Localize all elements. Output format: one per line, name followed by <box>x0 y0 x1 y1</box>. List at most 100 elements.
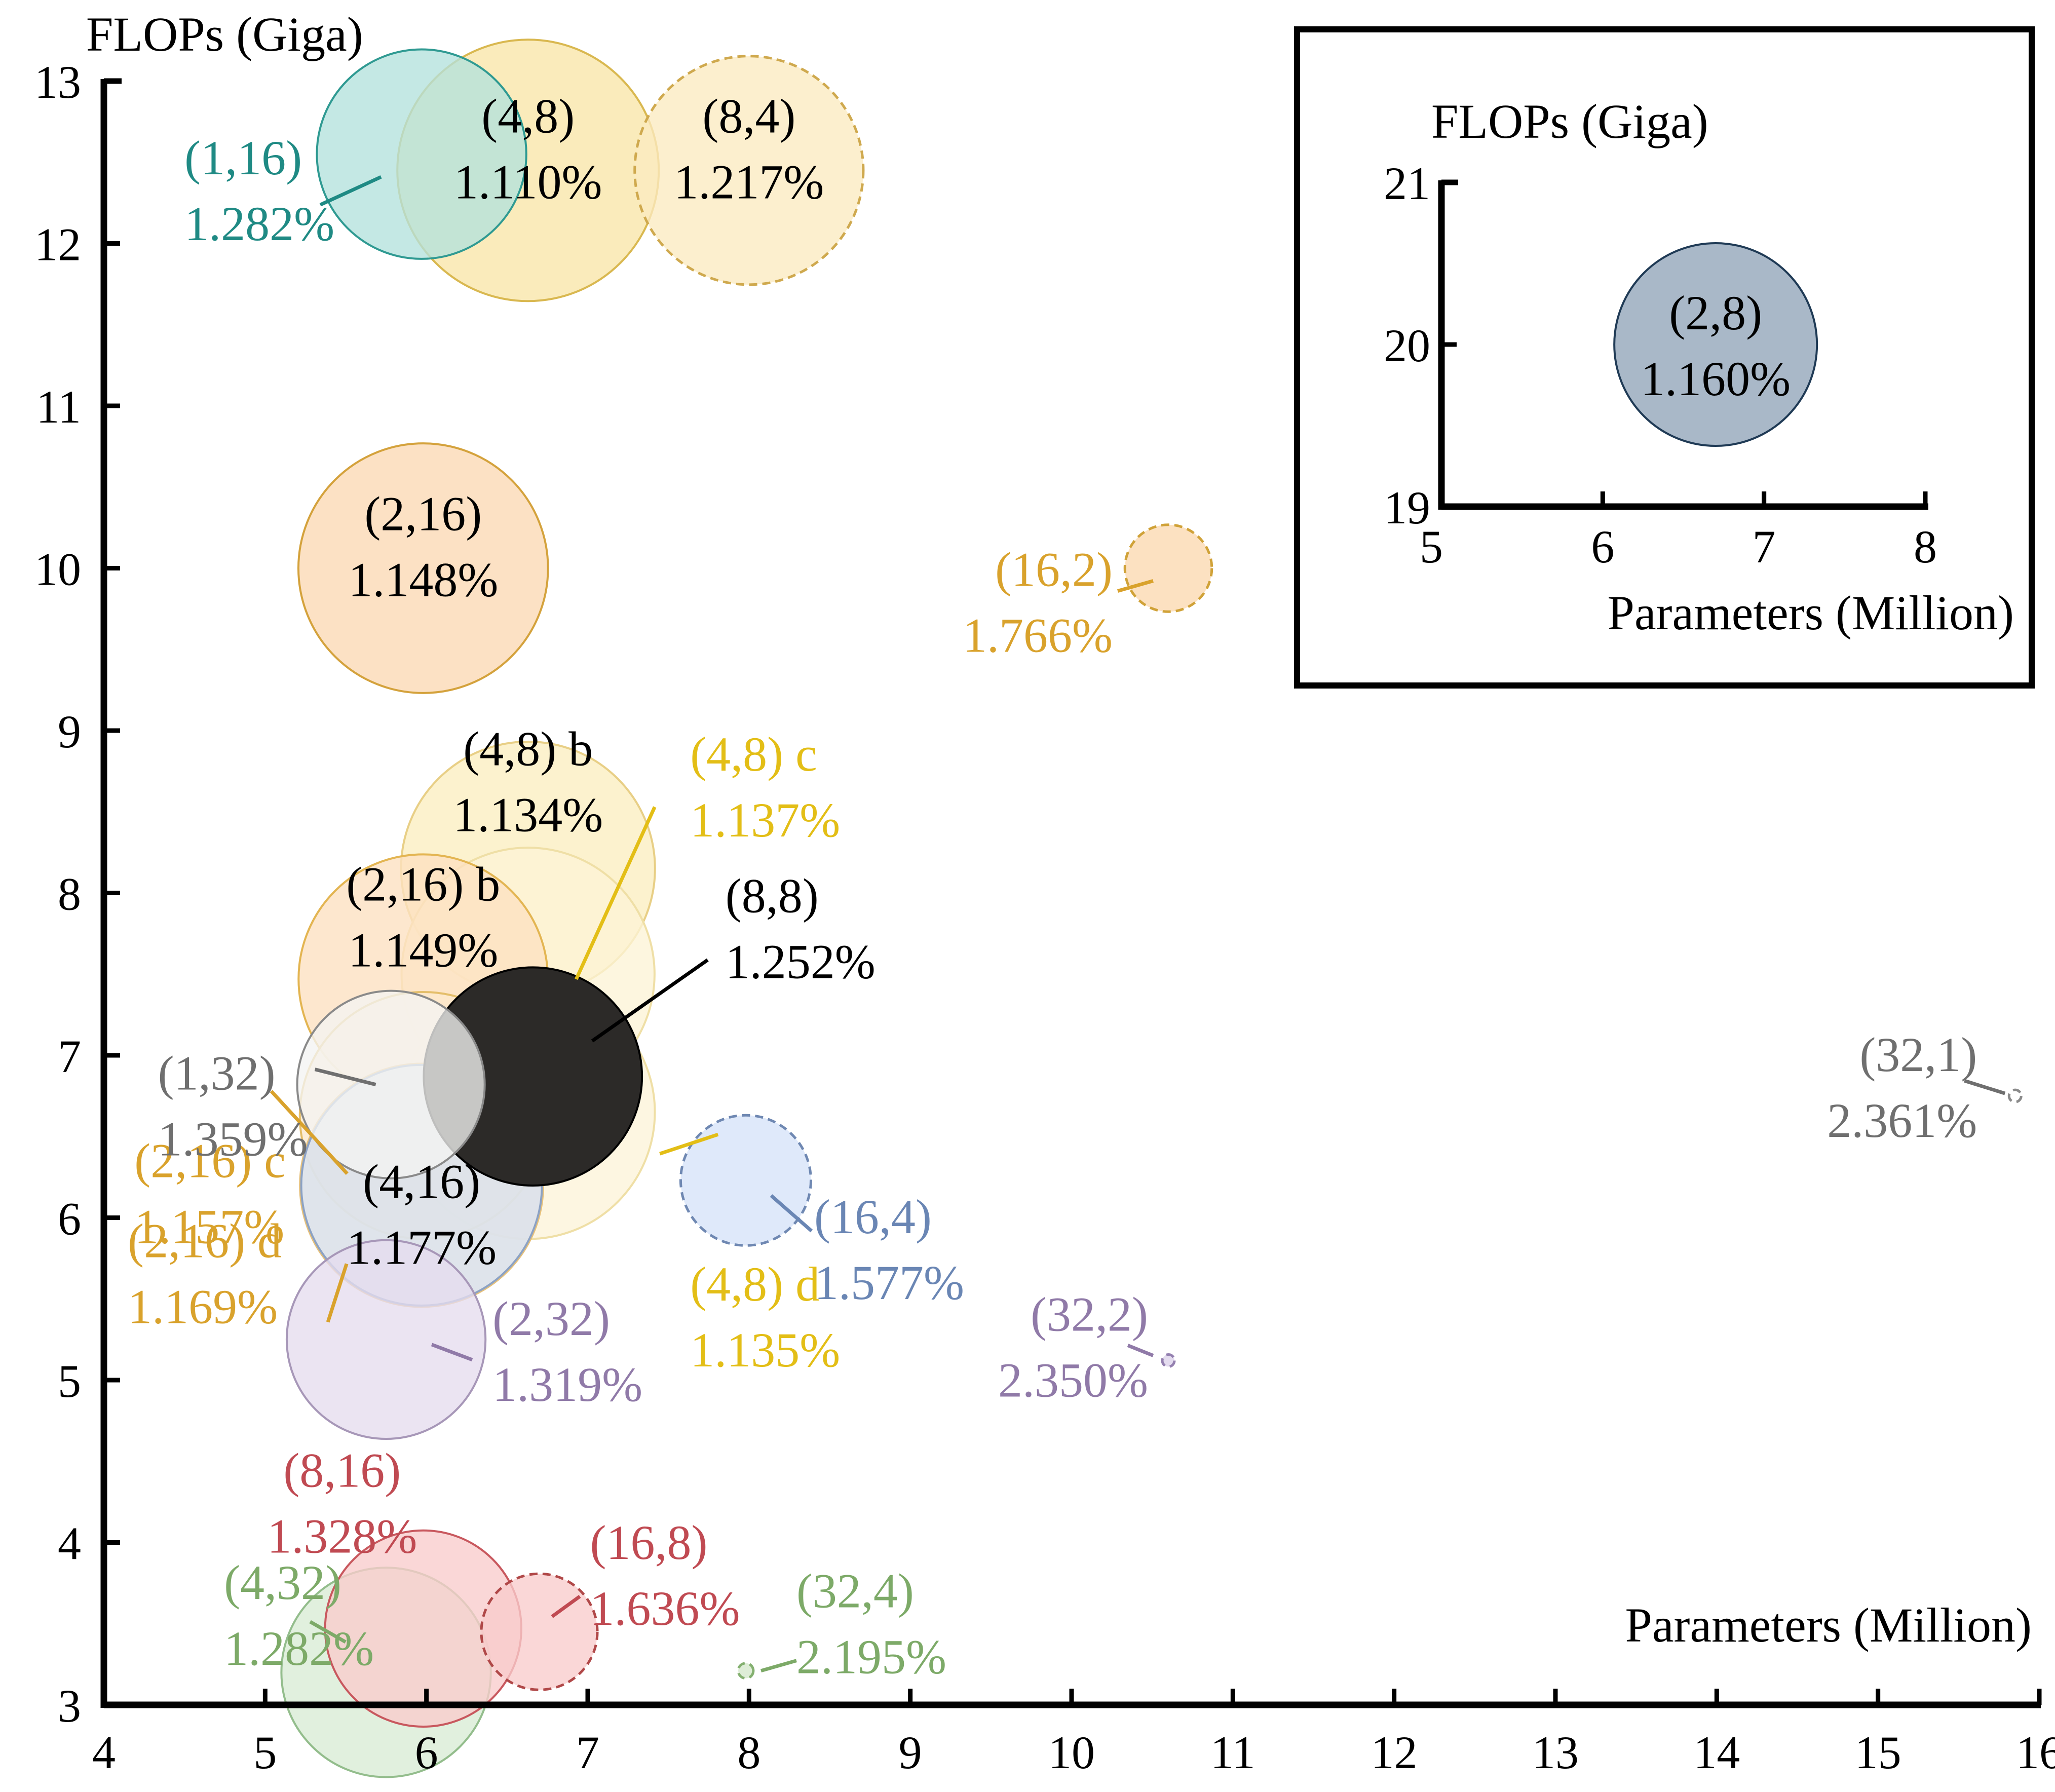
label-value-8-4: 1.217% <box>674 155 824 209</box>
label-name-16-8: (16,8) <box>590 1515 708 1570</box>
x-tick-label-9: 9 <box>899 1727 922 1778</box>
y-tick-label-11: 11 <box>36 381 81 433</box>
inset-x-tick-label-7: 7 <box>1753 521 1776 573</box>
leader-32-4 <box>760 1659 797 1673</box>
inset-y-tick-label-19: 19 <box>1384 482 1430 533</box>
bubble-2-8 <box>1613 242 1818 447</box>
label-name-4-8: (4,8) <box>481 89 575 143</box>
leader-4-32 <box>309 1620 347 1644</box>
label-name-32-4: (32,4) <box>796 1564 914 1618</box>
x-tick-label-13: 13 <box>1532 1727 1579 1778</box>
label-name-32-2: (32,2) <box>1031 1287 1148 1342</box>
inset-point-labels: (2,8) 1.160% <box>1641 286 1791 406</box>
leader-4-8-d <box>659 1132 719 1156</box>
bubble-32-2 <box>1161 1353 1176 1368</box>
bubble-16-2 <box>1123 523 1213 613</box>
label-name-1-16: (1,16) <box>184 131 302 185</box>
y-tick-label-13: 13 <box>34 56 81 108</box>
inset-y-axis-title: FLOPs (Giga) <box>1431 94 1708 148</box>
label-name-4-8-c: (4,8) c <box>690 727 817 781</box>
label-name-2-32: (2,32) <box>492 1291 610 1346</box>
label-name-16-2: (16,2) <box>995 543 1113 597</box>
inset-x-tick-label-8: 8 <box>1914 521 1937 573</box>
y-tick-label-6: 6 <box>58 1193 81 1245</box>
x-tick-label-16: 16 <box>2016 1727 2055 1778</box>
x-tick-label-5: 5 <box>253 1727 277 1778</box>
inset-x-tick-label-5: 5 <box>1420 521 1443 573</box>
inset-y-tick-label-21: 21 <box>1384 158 1430 209</box>
x-tick-label-14: 14 <box>1693 1727 1740 1778</box>
label-value-4-8: 1.110% <box>454 155 602 209</box>
main-leader-lines <box>270 175 2006 1673</box>
bubble-32-1 <box>2007 1088 2023 1103</box>
y-tick-label-10: 10 <box>34 544 81 595</box>
x-tick-label-15: 15 <box>1855 1727 1901 1778</box>
label-value-2-16-b: 1.149% <box>348 923 498 977</box>
label-name-1-32: (1,32) <box>158 1046 276 1100</box>
bubble-32-4 <box>737 1662 755 1680</box>
x-tick-label-4: 4 <box>92 1727 116 1778</box>
bubble-1-32 <box>296 989 486 1179</box>
leader-1-32 <box>314 1067 376 1087</box>
label-value-4-8-b: 1.134% <box>453 787 603 842</box>
label-value-16-2: 1.766% <box>963 608 1113 663</box>
label-value-2-8: 1.160% <box>1641 352 1791 406</box>
label-name-4-8-d: (4,8) d <box>690 1257 820 1311</box>
y-tick-label-7: 7 <box>58 1031 81 1082</box>
x-tick-label-12: 12 <box>1371 1727 1418 1778</box>
leader-2-16-c <box>270 1090 349 1175</box>
bubble-8-4 <box>633 55 865 286</box>
label-name-2-16-d: (2,16) d <box>128 1213 282 1268</box>
y-tick-label-9: 9 <box>58 706 81 757</box>
main-x-axis-title: Parameters (Million) <box>1625 1598 2032 1652</box>
label-value-4-32: 1.282% <box>224 1621 374 1675</box>
y-tick-label-4: 4 <box>58 1518 81 1570</box>
label-name-8-4: (8,4) <box>702 89 795 143</box>
label-name-4-16: (4,16) <box>363 1154 480 1208</box>
x-tick-label-11: 11 <box>1210 1727 1255 1778</box>
y-tick-label-5: 5 <box>58 1355 81 1407</box>
label-name-4-32: (4,32) <box>224 1555 341 1610</box>
leader-32-1 <box>1964 1079 2006 1095</box>
label-name-4-8-b: (4,8) b <box>463 721 593 776</box>
leader-4-8-c <box>575 806 657 980</box>
label-value-4-8-d: 1.135% <box>690 1323 840 1377</box>
y-tick-label-8: 8 <box>58 868 81 920</box>
label-value-1-16: 1.282% <box>184 197 334 251</box>
label-name-16-4: (16,4) <box>814 1190 932 1244</box>
bubble-2-16 <box>297 442 549 694</box>
label-name-2-8: (2,8) <box>1669 286 1762 340</box>
label-value-4-8-c: 1.137% <box>690 793 840 847</box>
main-y-axis-title: FLOPs (Giga) <box>86 7 363 61</box>
label-name-2-16: (2,16) <box>364 487 482 541</box>
x-tick-label-10: 10 <box>1048 1727 1095 1778</box>
leader-16-2 <box>1117 579 1154 593</box>
main-point-labels: (4,8) 1.110% (1,16) 1.282% (8,4) 1.217% (2,16)… <box>128 89 1977 1684</box>
label-value-2-16: 1.148% <box>348 553 498 607</box>
bubble-1-16 <box>316 48 527 260</box>
leader-2-32 <box>431 1343 473 1362</box>
leader-32-2 <box>1127 1344 1154 1357</box>
x-tick-label-8: 8 <box>737 1727 760 1778</box>
bubble-16-8 <box>480 1572 599 1691</box>
inset-plot: 5 6 7 8 19 20 21 (2,8) 1.160% FLOPs (Giga) Para… <box>1294 26 2035 689</box>
label-value-16-4: 1.577% <box>814 1255 964 1310</box>
inset-x-tick-label-6: 6 <box>1591 521 1614 573</box>
x-tick-label-7: 7 <box>576 1727 599 1778</box>
inset-y-tick-label-20: 20 <box>1384 320 1430 371</box>
inset-axes: 5 6 7 8 19 20 21 <box>1384 158 1937 573</box>
label-name-8-16: (8,16) <box>283 1443 401 1497</box>
label-value-1-32: 1.359% <box>158 1112 308 1166</box>
label-value-32-2: 2.350% <box>998 1353 1148 1407</box>
label-value-2-16-c: 1.157% <box>134 1200 284 1254</box>
label-value-2-16-d: 1.169% <box>128 1279 278 1333</box>
label-name-2-16-b: (2,16) b <box>346 857 500 911</box>
inset-x-axis-title: Parameters (Million) <box>1608 586 2014 640</box>
label-value-4-16: 1.177% <box>347 1220 497 1274</box>
label-name-2-16-c: (2,16) c <box>134 1134 286 1188</box>
leader-16-4 <box>770 1194 813 1233</box>
